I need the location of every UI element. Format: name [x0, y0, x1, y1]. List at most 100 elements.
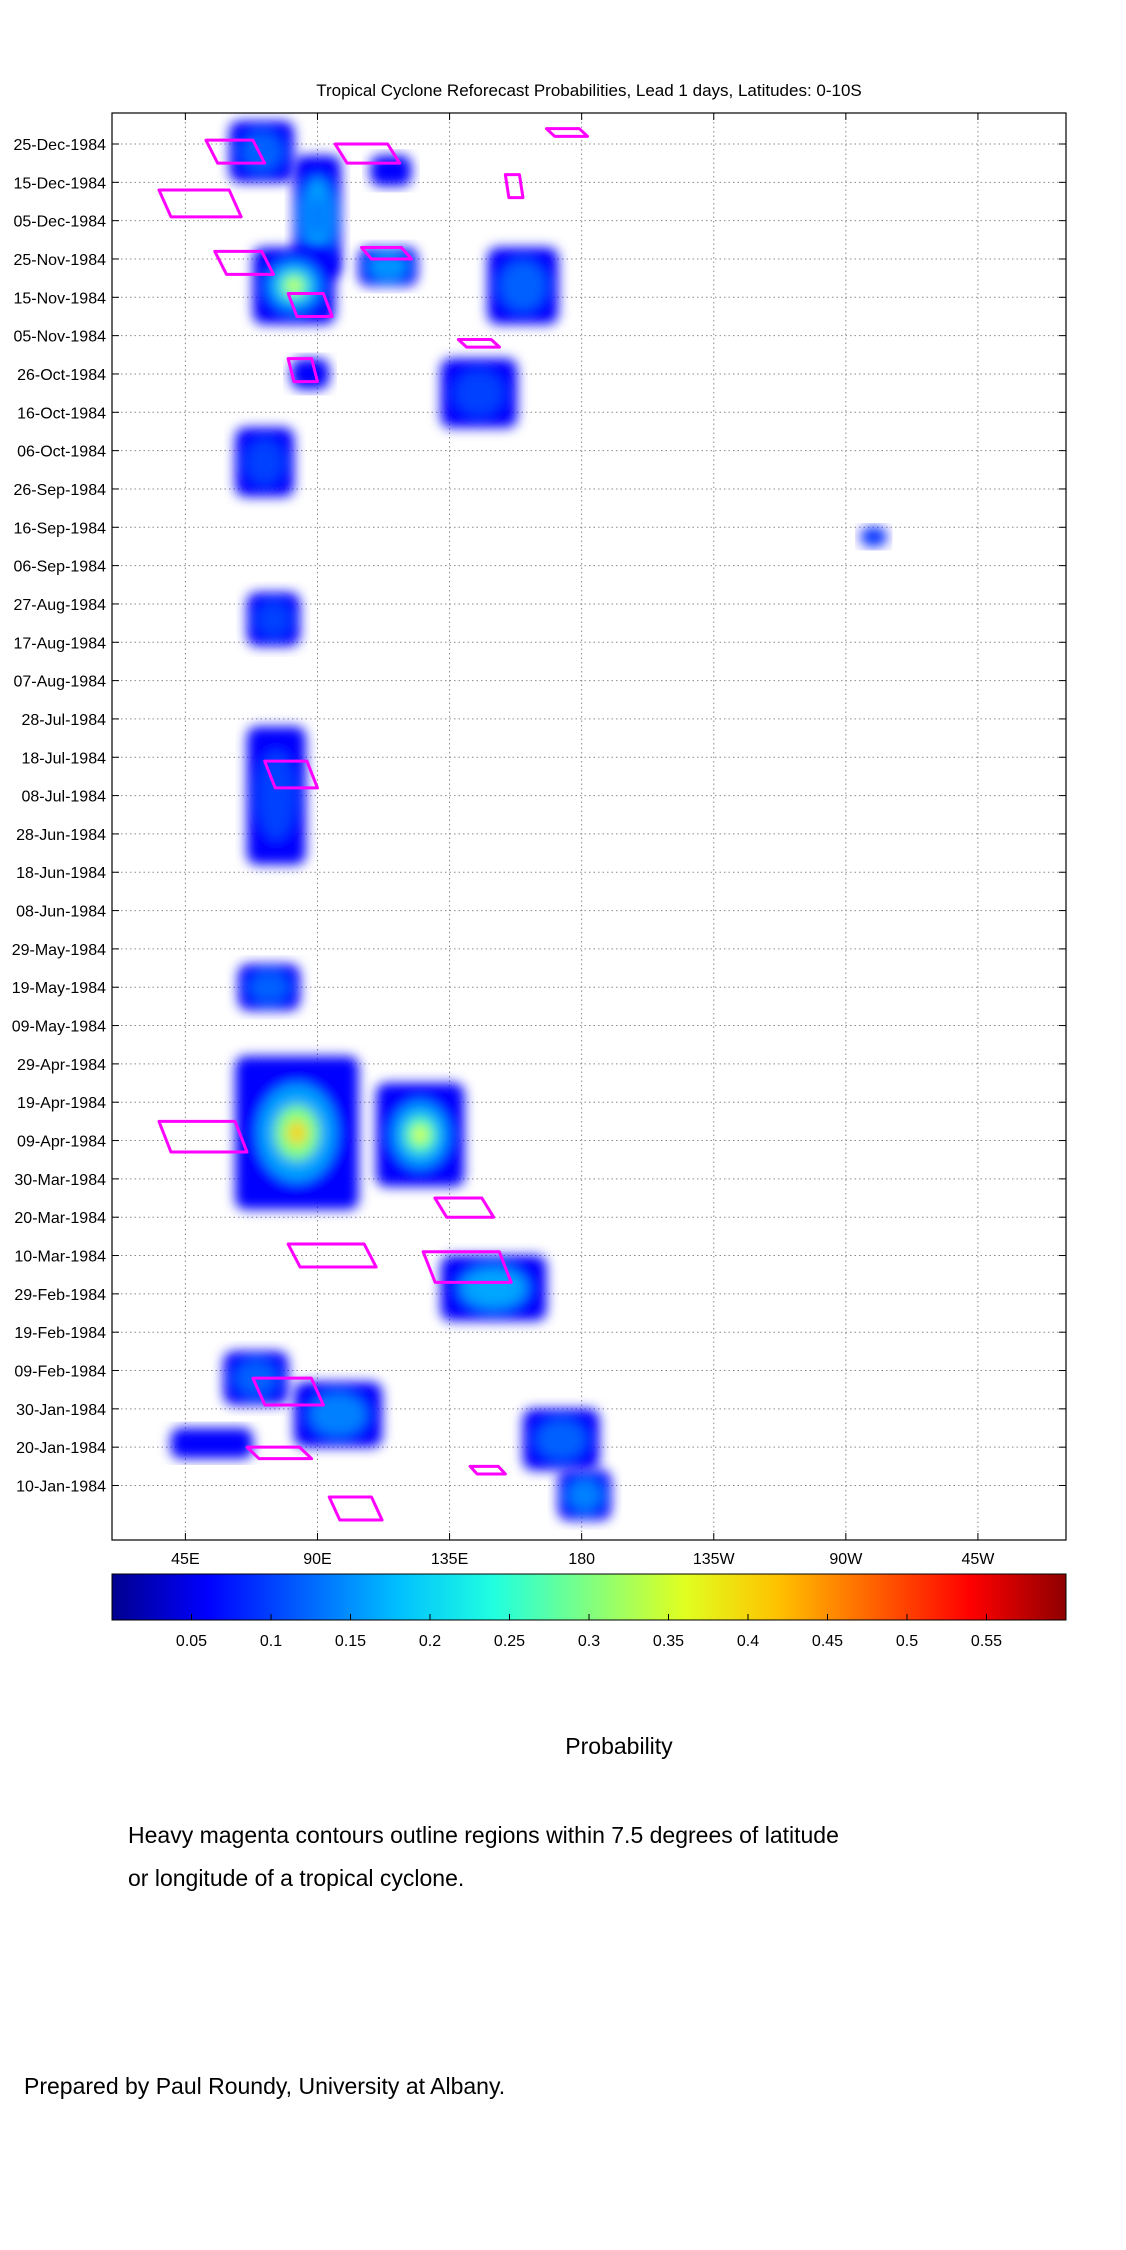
x-tick-label: 90W: [829, 1551, 863, 1568]
colorbar: 0.05 0.1 0.15 0.2 0.25 0.3 0.35 0.4 0.45 0.5 0.55: [111, 1573, 1067, 1650]
y-tick-label: 06-Sep-1984: [13, 559, 106, 576]
y-tick-label: 25-Dec-1984: [14, 137, 107, 154]
y-tick-label: 09-May-1984: [12, 1019, 106, 1036]
y-tick-label: 29-Apr-1984: [17, 1057, 106, 1074]
credit-line: Prepared by Paul Roundy, University at A…: [24, 2073, 506, 2099]
y-tick-label: 07-Aug-1984: [13, 674, 106, 691]
y-tick-label: 29-Feb-1984: [14, 1287, 106, 1304]
colorbar-gradient: [111, 1573, 1067, 1621]
probability-region: [370, 155, 412, 187]
cyclone-contour: [286, 357, 319, 384]
probability-region: [440, 358, 518, 428]
y-tick-label: 26-Sep-1984: [13, 482, 106, 499]
cyclone-contour: [245, 1445, 314, 1461]
probability-region: [487, 247, 559, 325]
cyclone-contour: [360, 245, 413, 261]
probability-region: [229, 121, 294, 183]
cyclone-contour: [468, 1464, 507, 1476]
cyclone-contour: [286, 291, 334, 318]
cyclone-contour: [286, 1242, 378, 1269]
colorbar-tick-label: 0.1: [260, 1633, 282, 1650]
probability-region: [440, 1255, 547, 1321]
y-tick-label: 17-Aug-1984: [13, 635, 106, 652]
cyclone-contours: [157, 127, 590, 1522]
y-tick-label: 25-Nov-1984: [14, 252, 107, 269]
probability-region: [291, 358, 330, 390]
cyclone-contour: [204, 138, 267, 165]
y-tick-label: 15-Dec-1984: [14, 175, 107, 192]
x-tick-label: 135E: [431, 1551, 468, 1568]
y-tick-label: 26-Oct-1984: [17, 367, 106, 384]
y-tick-label: 19-Apr-1984: [17, 1095, 106, 1112]
cyclone-contour: [503, 173, 525, 200]
y-tick-label: 27-Aug-1984: [13, 597, 106, 614]
chart-title: Tropical Cyclone Reforecast Probabilitie…: [316, 81, 862, 100]
colorbar-tick-label: 0.45: [812, 1633, 843, 1650]
y-tick-label: 06-Oct-1984: [17, 444, 106, 461]
caption-line: Heavy magenta contours outline regions w…: [128, 1822, 839, 1848]
probability-region: [252, 247, 336, 325]
y-tick-label: 16-Oct-1984: [17, 405, 106, 422]
y-tick-label: 18-Jun-1984: [16, 865, 106, 882]
y-tick-label: 19-May-1984: [12, 980, 106, 997]
colorbar-label: Probability: [565, 1733, 673, 1759]
cyclone-contour: [251, 1376, 325, 1407]
probability-region: [247, 592, 300, 647]
cyclone-contour: [456, 337, 501, 349]
cyclone-contour: [433, 1196, 496, 1219]
y-axis: 25-Dec-1984 15-Dec-1984 05-Dec-1984 25-Nov-…: [12, 137, 1066, 1496]
y-tick-label: 30-Mar-1984: [14, 1172, 106, 1189]
colorbar-tick-label: 0.05: [176, 1633, 207, 1650]
colorbar-tick-label: 0.4: [737, 1633, 759, 1650]
y-tick-label: 09-Feb-1984: [14, 1364, 106, 1381]
probability-region: [376, 1083, 465, 1187]
y-tick-label: 10-Jan-1984: [16, 1479, 106, 1496]
probability-region: [358, 247, 418, 286]
colorbar-tick-label: 0.25: [494, 1633, 525, 1650]
probability-region: [238, 964, 300, 1011]
plot-frame: [111, 112, 1067, 1541]
colorbar-tick-label: 0.3: [578, 1633, 600, 1650]
y-tick-label: 29-May-1984: [12, 942, 106, 959]
y-tick-label: 05-Dec-1984: [14, 214, 107, 231]
y-tick-label: 08-Jun-1984: [16, 904, 106, 921]
probability-region: [860, 527, 887, 547]
y-tick-label: 28-Jun-1984: [16, 827, 106, 844]
x-axis: 45E 90E 135E 180 135W 90W 45W: [171, 113, 995, 1568]
y-tick-label: 18-Jul-1984: [22, 750, 107, 767]
x-tick-label: 135W: [693, 1551, 736, 1568]
colorbar-tick-label: 0.15: [335, 1633, 366, 1650]
cyclone-contour: [327, 1495, 384, 1522]
cyclone-contour: [421, 1250, 513, 1284]
cyclone-contour: [333, 142, 402, 165]
x-tick-label: 45E: [171, 1551, 199, 1568]
y-tick-label: 16-Sep-1984: [13, 520, 106, 537]
y-tick-label: 09-Apr-1984: [17, 1134, 106, 1151]
caption-line: or longitude of a tropical cyclone.: [128, 1865, 465, 1891]
y-tick-label: 20-Mar-1984: [14, 1210, 106, 1227]
colorbar-tick-label: 0.5: [896, 1633, 918, 1650]
probability-region: [235, 1056, 359, 1210]
colorbar-tick-label: 0.55: [971, 1633, 1002, 1650]
y-tick-label: 15-Nov-1984: [14, 290, 107, 307]
y-tick-label: 30-Jan-1984: [16, 1402, 106, 1419]
cyclone-contour: [544, 127, 590, 138]
y-tick-label: 20-Jan-1984: [16, 1440, 106, 1457]
probability-region: [293, 1382, 383, 1448]
probability-region: [522, 1408, 600, 1471]
chart-figure: Tropical Cyclone Reforecast Probabilitie…: [12, 81, 1067, 1650]
cyclone-contour: [157, 188, 243, 219]
y-tick-label: 19-Feb-1984: [14, 1325, 106, 1342]
x-tick-label: 45W: [961, 1551, 995, 1568]
probability-region: [558, 1470, 612, 1520]
probability-region: [235, 427, 294, 497]
y-tick-label: 10-Mar-1984: [14, 1249, 106, 1266]
y-tick-label: 05-Nov-1984: [14, 329, 107, 346]
x-tick-label: 180: [568, 1551, 595, 1568]
y-tick-label: 08-Jul-1984: [22, 789, 107, 806]
probability-region: [247, 726, 306, 865]
colorbar-tick-label: 0.35: [653, 1633, 684, 1650]
cyclone-contour: [263, 759, 319, 790]
colorbar-tick-label: 0.2: [419, 1633, 441, 1650]
